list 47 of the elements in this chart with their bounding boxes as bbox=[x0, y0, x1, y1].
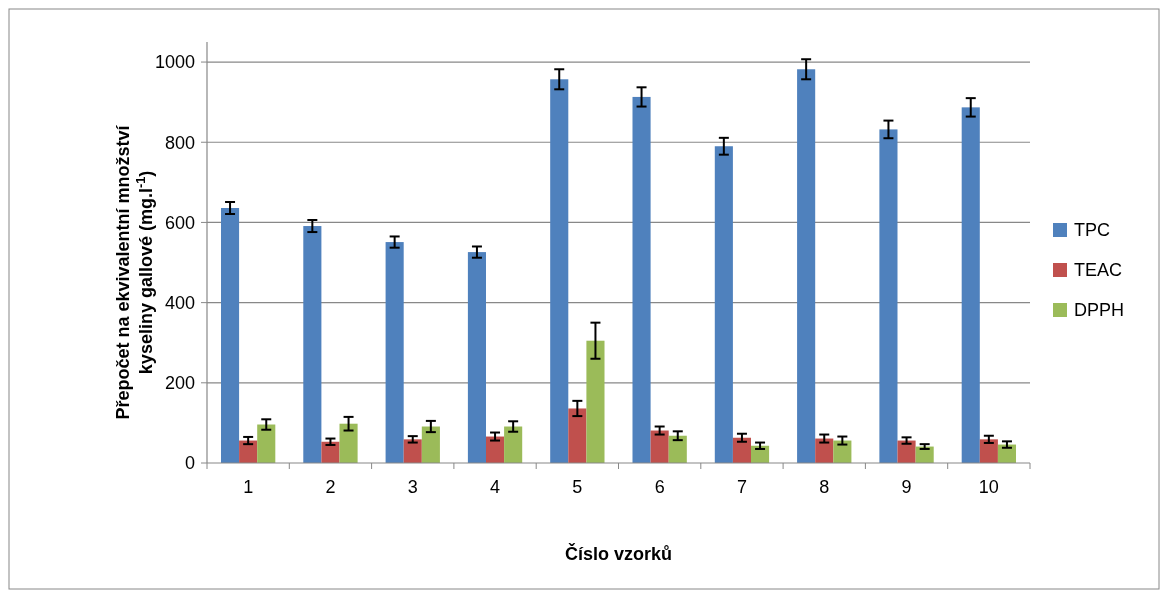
bar bbox=[668, 435, 687, 463]
x-tick-label: 9 bbox=[901, 477, 912, 497]
bar bbox=[650, 430, 669, 463]
bar bbox=[403, 439, 422, 463]
x-tick-label: 7 bbox=[736, 477, 747, 497]
bar bbox=[467, 252, 486, 463]
y-tick-label: 0 bbox=[184, 453, 195, 474]
bar bbox=[239, 440, 258, 463]
bar bbox=[303, 226, 322, 463]
bar bbox=[486, 436, 505, 463]
bar bbox=[550, 79, 569, 463]
bar bbox=[321, 441, 340, 463]
bar bbox=[897, 440, 916, 463]
bar bbox=[504, 426, 523, 463]
y-tick-label: 1000 bbox=[154, 52, 195, 73]
bar bbox=[421, 426, 440, 463]
bar bbox=[586, 340, 605, 463]
bar bbox=[732, 437, 751, 463]
bar bbox=[339, 423, 358, 463]
legend-label: TPC bbox=[1074, 220, 1110, 241]
y-tick-label: 800 bbox=[164, 132, 195, 153]
bar bbox=[815, 438, 834, 463]
x-tick-label: 3 bbox=[407, 477, 418, 497]
bar bbox=[632, 96, 651, 463]
x-tick-label: 10 bbox=[978, 477, 999, 497]
x-tick-label: 5 bbox=[572, 477, 583, 497]
bar bbox=[385, 242, 404, 463]
bar bbox=[961, 107, 980, 463]
y-tick-label: 600 bbox=[164, 212, 195, 233]
bar bbox=[833, 440, 852, 463]
bar bbox=[714, 146, 733, 463]
y-tick-label: 400 bbox=[164, 292, 195, 313]
bar bbox=[568, 408, 587, 463]
bar bbox=[257, 424, 276, 463]
x-tick-label: 4 bbox=[490, 477, 501, 497]
x-tick-label: 1 bbox=[243, 477, 254, 497]
x-axis-title: Číslo vzorků bbox=[564, 543, 673, 564]
bar bbox=[979, 439, 998, 463]
bar bbox=[797, 69, 816, 463]
legend-label: TEAC bbox=[1074, 260, 1123, 281]
bar bbox=[220, 207, 240, 463]
x-tick-label: 6 bbox=[654, 477, 665, 497]
legend-label: DPPH bbox=[1074, 300, 1125, 321]
y-tick-label: 200 bbox=[164, 373, 195, 394]
x-tick-label: 8 bbox=[819, 477, 830, 497]
bar bbox=[879, 129, 898, 463]
x-tick-label: 2 bbox=[325, 477, 336, 497]
